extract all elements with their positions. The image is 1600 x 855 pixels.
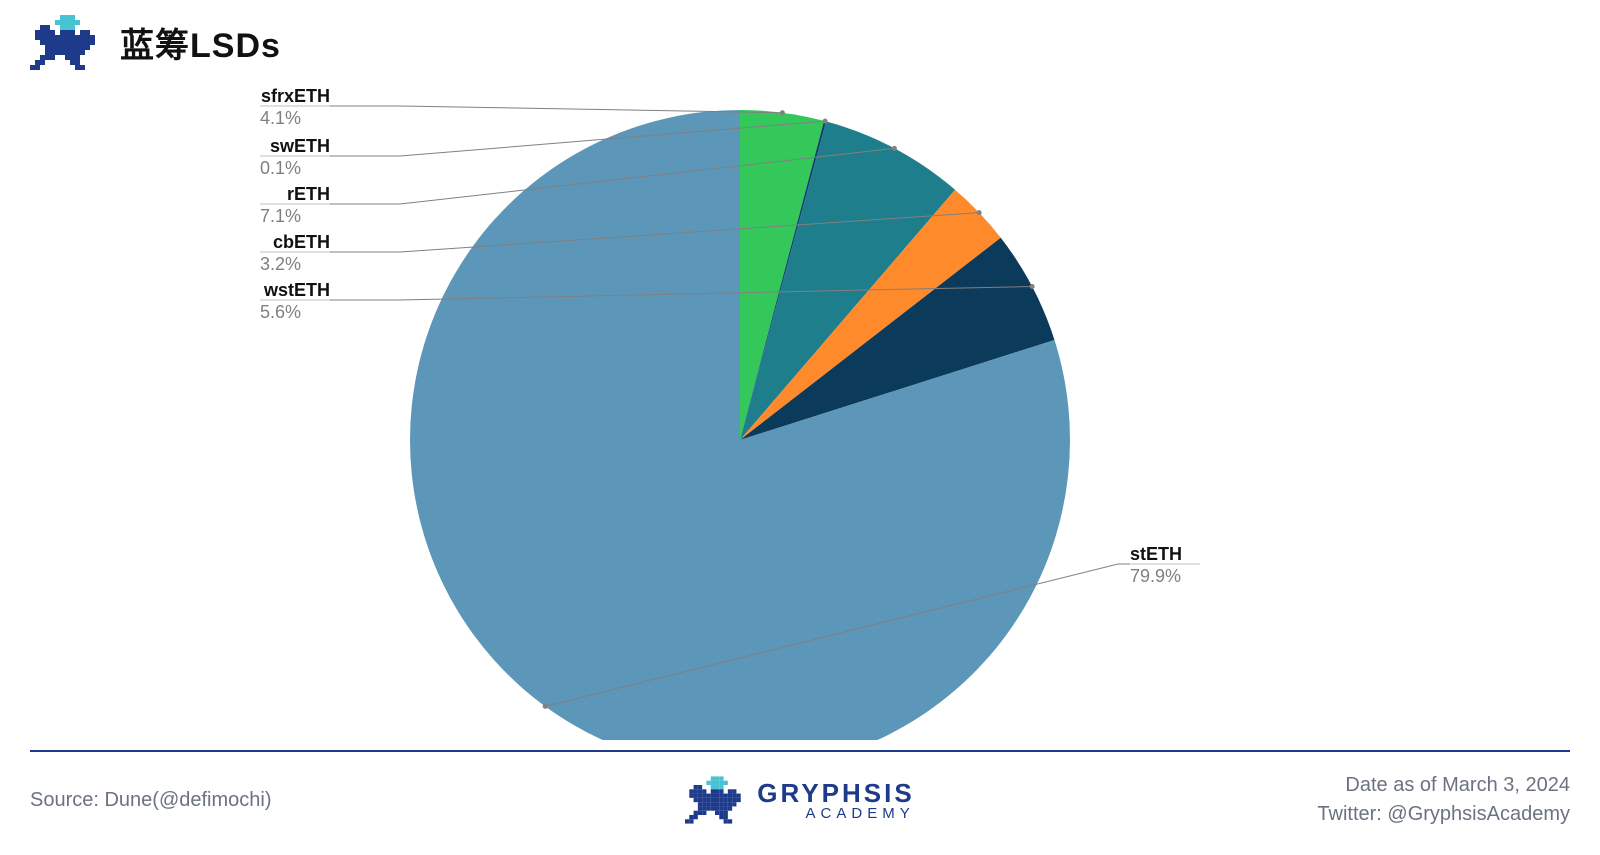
- footer: Source: Dune(@defimochi) GRYPHSIS ACADEM…: [30, 760, 1570, 840]
- source-text: Source: Dune(@defimochi): [30, 789, 685, 812]
- footer-divider: [30, 750, 1570, 752]
- twitter-text: Twitter: @GryphsisAcademy: [915, 803, 1570, 826]
- gryphsis-logo-icon: [685, 776, 745, 824]
- slice-label-value: 4.1%: [260, 108, 301, 128]
- slice-label-value: 0.1%: [260, 158, 301, 178]
- brand-subtitle: ACADEMY: [757, 806, 914, 821]
- slice-label-value: 79.9%: [1130, 566, 1181, 586]
- slice-label-value: 3.2%: [260, 254, 301, 274]
- slice-label-name: stETH: [1130, 544, 1182, 564]
- brand-name: GRYPHSIS: [757, 780, 914, 806]
- footer-brand: GRYPHSIS ACADEMY: [685, 776, 914, 824]
- slice-label-value: 7.1%: [260, 206, 301, 226]
- footer-meta: Date as of March 3, 2024 Twitter: @Gryph…: [915, 774, 1570, 826]
- slice-label-name: rETH: [287, 184, 330, 204]
- page-root: 蓝筹LSDs sfrxETH4.1%swETH0.1%rETH7.1%cbETH…: [0, 0, 1600, 855]
- slice-label-name: sfrxETH: [261, 86, 330, 106]
- slice-label-name: wstETH: [263, 280, 330, 300]
- slice-label-name: cbETH: [273, 232, 330, 252]
- date-text: Date as of March 3, 2024: [915, 774, 1570, 797]
- slice-label-value: 5.6%: [260, 302, 301, 322]
- pie-chart: sfrxETH4.1% swETH0.1% rETH7.1% cbETH3.2% wst…: [0, 60, 1600, 740]
- slice-label-name: swETH: [270, 136, 330, 156]
